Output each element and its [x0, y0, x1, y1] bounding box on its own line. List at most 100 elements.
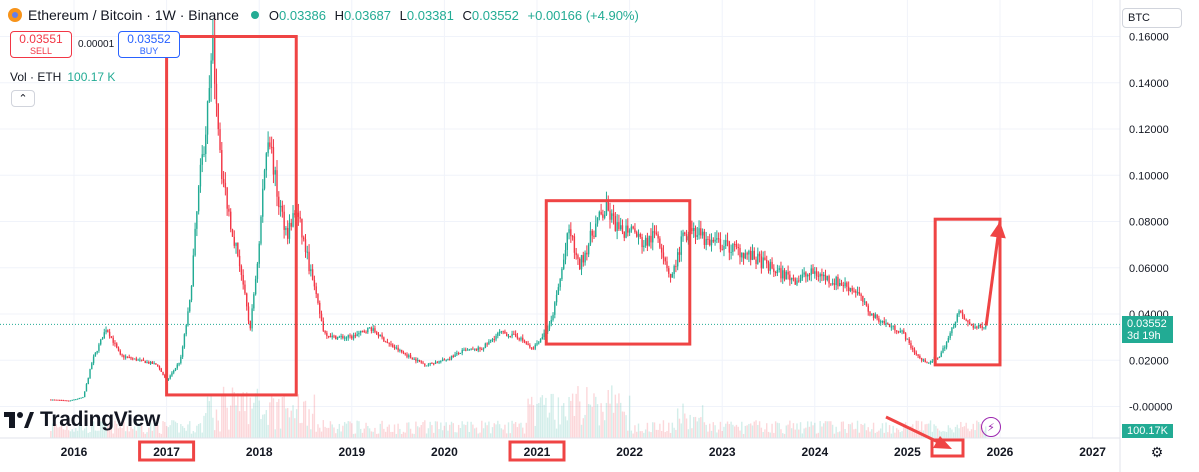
candle-body: [812, 268, 814, 274]
volume-bar: [73, 431, 75, 438]
gear-icon[interactable]: ⚙︎: [1150, 443, 1164, 460]
volume-bar: [612, 412, 615, 438]
volume-bar: [783, 433, 786, 438]
candle-body: [347, 335, 349, 338]
candle-body: [513, 333, 515, 335]
x-tick-label: 2020: [431, 445, 458, 459]
candle-body: [835, 277, 837, 286]
tradingview-logo[interactable]: TradingView: [4, 408, 160, 432]
volume-legend[interactable]: Vol · ETH 100.17 K: [10, 70, 115, 84]
volume-bar: [424, 420, 426, 438]
candle-body: [140, 359, 143, 361]
candle-body: [700, 228, 702, 236]
volume-bar: [564, 416, 567, 438]
buy-button[interactable]: 0.03552 BUY: [118, 31, 180, 58]
volume-bar: [865, 430, 868, 438]
volume-bar: [276, 402, 278, 438]
volume-bar: [587, 403, 590, 438]
volume-bar: [634, 425, 636, 438]
volume-bar: [217, 420, 219, 438]
volume-bar: [885, 422, 887, 438]
volume-bar: [119, 425, 121, 438]
candle-body: [408, 355, 410, 357]
volume-bar: [167, 427, 170, 438]
candle-body: [783, 270, 786, 280]
candle-body: [616, 222, 618, 232]
candle-body: [237, 242, 239, 256]
candle-body: [254, 278, 257, 295]
candle-body: [619, 225, 622, 230]
volume-bar: [253, 402, 255, 438]
candle-body: [904, 333, 907, 340]
candle-body: [858, 292, 861, 295]
volume-bar: [636, 431, 638, 438]
candle-body: [561, 268, 563, 279]
volume-bar: [320, 431, 323, 438]
volume-bar: [678, 418, 681, 438]
candle-body: [648, 235, 650, 246]
volume-bar: [360, 428, 362, 438]
candle-body: [915, 352, 918, 355]
candle-body: [636, 232, 638, 237]
candle-body: [411, 357, 414, 360]
volume-bar: [108, 424, 111, 438]
candle-body: [331, 335, 333, 338]
candle-body: [570, 229, 572, 237]
volume-bar: [559, 424, 561, 438]
candle-body: [324, 330, 326, 333]
candle-body: [974, 326, 976, 328]
volume-bar: [51, 423, 54, 438]
volume-bar: [397, 423, 399, 438]
candle-body: [621, 225, 624, 232]
collapse-legend-button[interactable]: ⌃: [11, 90, 35, 107]
volume-bar: [203, 415, 205, 438]
candle-body: [279, 205, 282, 208]
volume-bar: [961, 426, 964, 438]
candle-body: [985, 325, 987, 328]
volume-bar: [352, 433, 355, 438]
volume-bar: [577, 386, 579, 438]
volume-bar: [91, 421, 93, 438]
close-value: 0.03552: [471, 7, 519, 23]
candle-body: [267, 142, 269, 154]
volume-bar: [545, 397, 547, 438]
volume-bar: [856, 420, 859, 438]
volume-bar: [721, 431, 723, 438]
sell-button[interactable]: 0.03551 SELL: [10, 31, 72, 58]
candle-body: [413, 358, 415, 360]
volume-bar: [814, 422, 816, 438]
candle-body: [409, 355, 412, 358]
volume-bar: [174, 421, 177, 438]
volume-bar: [181, 426, 184, 438]
candle-body: [710, 239, 713, 246]
volume-bar: [347, 421, 349, 438]
candle-body: [447, 358, 449, 361]
volume-bar: [828, 421, 830, 438]
volume-bar: [586, 387, 588, 438]
candle-body: [798, 280, 800, 282]
candle-body: [732, 244, 734, 252]
candle-body: [292, 213, 294, 227]
volume-bar: [970, 429, 973, 438]
candle-body: [103, 332, 105, 339]
volume-bar: [308, 409, 310, 438]
volume-bar: [571, 393, 574, 438]
lightning-icon[interactable]: ⚡︎: [981, 417, 1001, 437]
symbol-title[interactable]: Ethereum / Bitcoin · 1W · Binance: [28, 7, 239, 23]
volume-bar: [377, 433, 380, 438]
candle-body: [928, 362, 930, 364]
candle-body: [167, 378, 170, 381]
candle-body: [336, 337, 339, 340]
volume-bar: [657, 429, 659, 438]
candle-body: [164, 375, 166, 378]
candle-body: [833, 283, 836, 286]
volume-bar: [694, 416, 697, 438]
volume-bar: [228, 429, 230, 438]
currency-selector[interactable]: BTC: [1122, 8, 1182, 28]
candle-body: [749, 250, 752, 260]
candle-body: [354, 335, 357, 337]
volume-bar: [306, 425, 308, 438]
volume-bar: [548, 412, 551, 438]
candle-body: [579, 258, 581, 270]
